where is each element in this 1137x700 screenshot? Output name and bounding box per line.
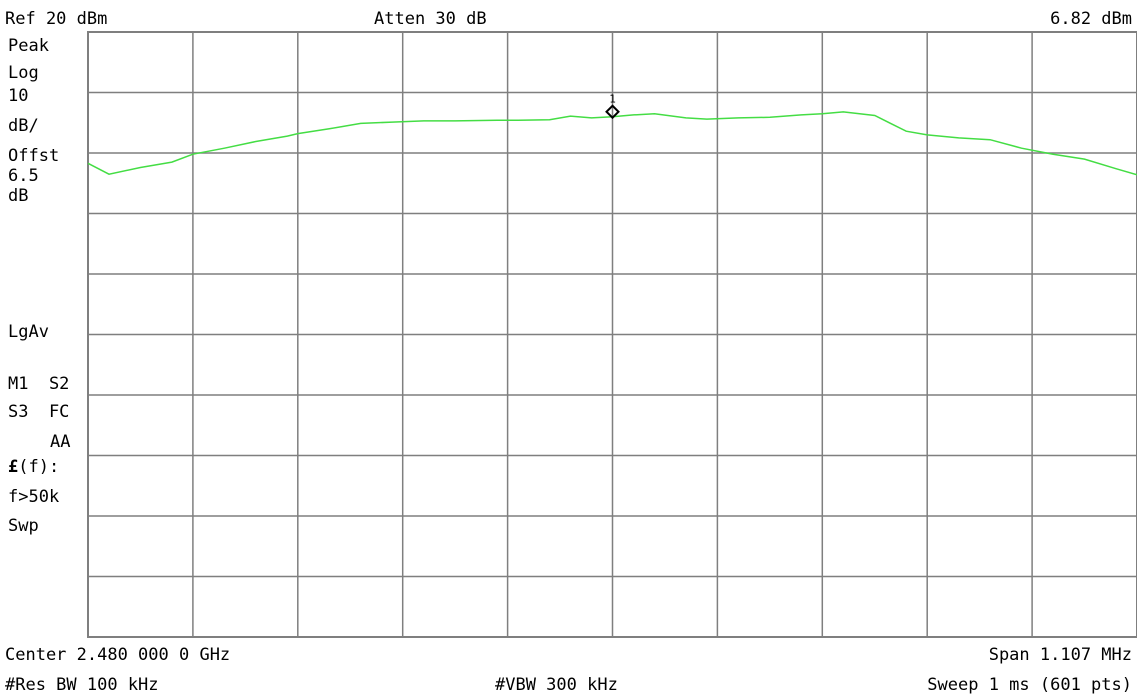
trace-status-line2: S3 FC xyxy=(8,402,70,422)
marker-diamond xyxy=(605,104,620,120)
span-label: Span 1.107 MHz xyxy=(988,645,1132,665)
scale-type-label: Log xyxy=(8,63,39,83)
sweep-time: Sweep 1 ms (601 pts) xyxy=(927,675,1132,695)
sweep-label: Swp xyxy=(8,516,39,536)
offset-label: Offst xyxy=(8,146,60,166)
video-bandwidth: #VBW 300 kHz xyxy=(495,675,618,695)
offset-value: 6.5 xyxy=(8,166,39,186)
marker-label: 1 xyxy=(609,93,616,106)
trace-status-line1: M1 S2 xyxy=(8,374,70,394)
marker-readout: 6.82 dBm xyxy=(1050,9,1132,29)
resolution-bandwidth: #Res BW 100 kHz xyxy=(5,675,159,695)
trace-status-line3: AA xyxy=(50,432,71,452)
scale-unit-label: dB/ xyxy=(8,116,39,136)
correction-text: (f): xyxy=(18,457,60,477)
center-frequency: Center 2.480 000 0 GHz xyxy=(5,645,231,665)
correction-symbol: £ xyxy=(8,457,19,477)
average-mode-label: LgAv xyxy=(8,322,49,342)
marker-group: 1 xyxy=(605,93,620,120)
offset-unit: dB xyxy=(8,186,29,206)
ref-level-label: Ref 20 dBm xyxy=(5,9,108,29)
scale-value-label: 10 xyxy=(8,86,29,106)
correction-condition: f>50k xyxy=(8,487,60,507)
plot-grid xyxy=(88,32,1137,637)
detector-label: Peak xyxy=(8,36,49,56)
plot-frame xyxy=(87,31,1137,638)
correction-label: £(f): xyxy=(8,457,59,477)
attenuation-label: Atten 30 dB xyxy=(374,9,487,29)
